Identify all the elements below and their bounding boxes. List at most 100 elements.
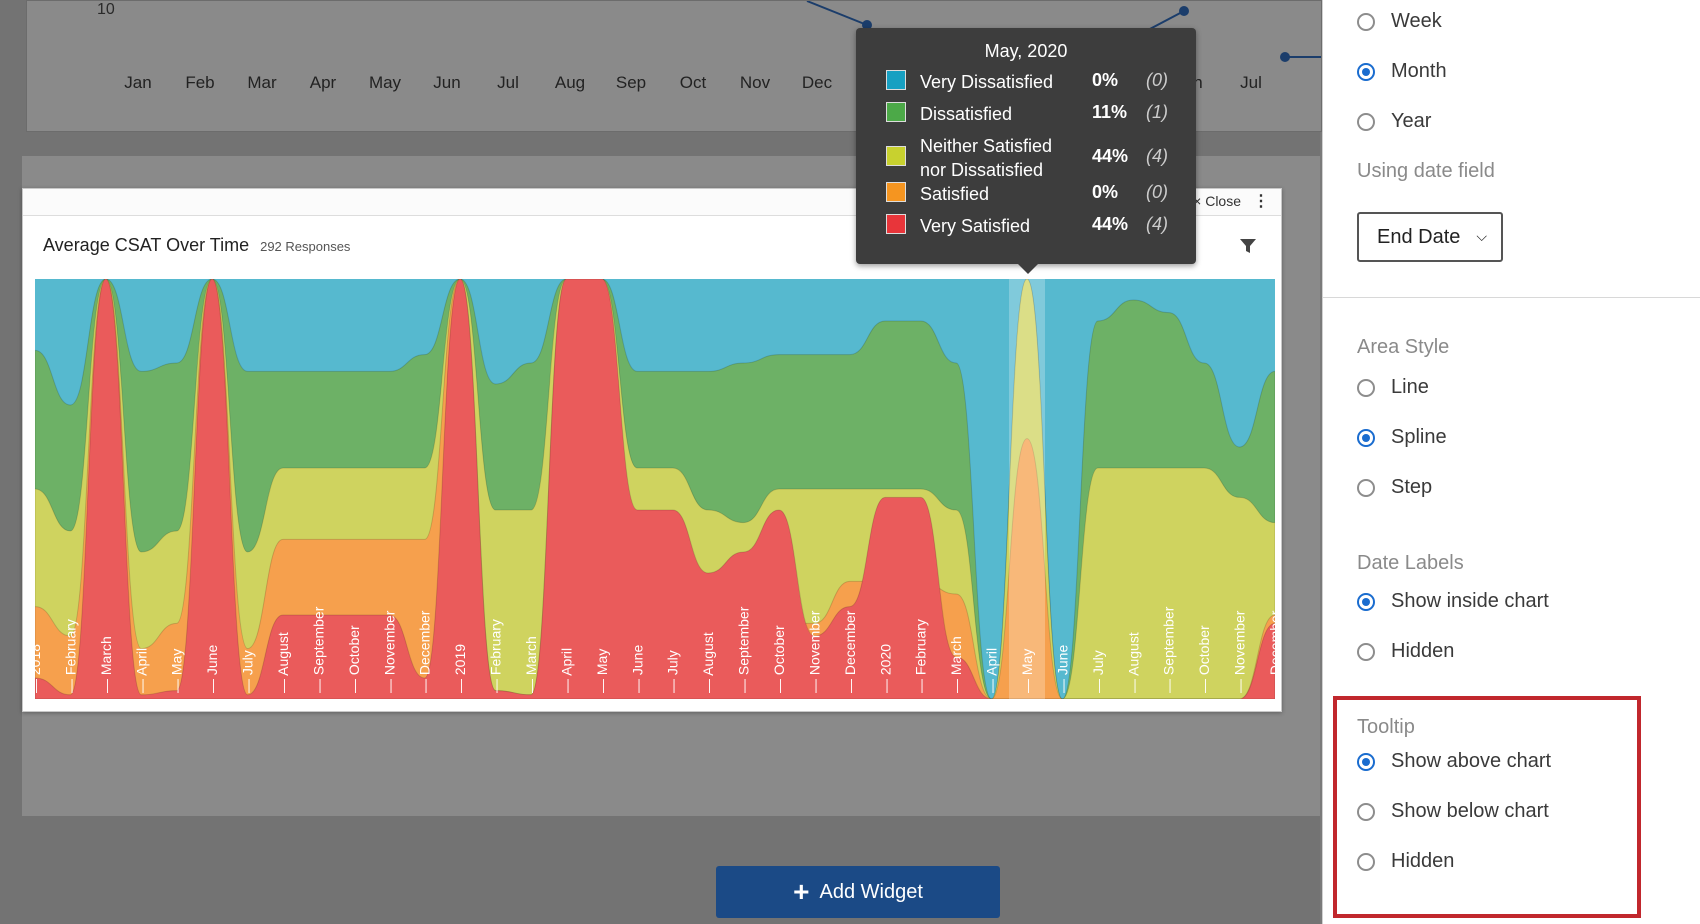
date-label: — August <box>1125 632 1141 693</box>
tooltip-section-highlight <box>1333 696 1641 918</box>
tooltip-series-label: Very Dissatisfied <box>920 72 1054 92</box>
date-label: — October <box>771 625 787 693</box>
radio-label: Show below chart <box>1391 800 1549 822</box>
radio-button[interactable] <box>1357 803 1375 821</box>
date-label: — March <box>948 636 964 693</box>
date-label: — December <box>842 610 858 693</box>
tooltip-count: (0) <box>1146 70 1168 90</box>
date-label: — June <box>204 645 220 693</box>
radio-button[interactable] <box>1357 753 1375 771</box>
date-label: — 2020 <box>877 644 893 693</box>
top-chart-month-label: Feb <box>185 73 215 92</box>
date-label: — April <box>558 648 574 693</box>
legend-swatch <box>886 214 906 234</box>
date-label: — February <box>62 619 78 693</box>
tooltip-series-label: Very Satisfied <box>920 216 1031 236</box>
date-field-select[interactable]: End Date ⌵ <box>1357 212 1503 262</box>
chevron-down-icon: ⌵ <box>1476 228 1487 244</box>
tooltip-count: (0) <box>1146 182 1168 202</box>
radio-button[interactable] <box>1357 643 1375 661</box>
hover-highlight-band <box>1009 279 1045 699</box>
radio-button[interactable] <box>1357 593 1375 611</box>
radio-button[interactable] <box>1357 479 1375 497</box>
date-label: — May <box>1019 649 1035 693</box>
date-label: — September <box>1161 606 1177 693</box>
top-chart-month-label: Aug <box>554 73 586 92</box>
date-label: — September <box>736 606 752 693</box>
date-label: — April <box>133 648 149 693</box>
date-label: — July <box>665 650 681 693</box>
csat-area-chart[interactable]: — 2018 — February — March — April — May — Jun… <box>35 279 1275 699</box>
top-chart-month-label: Dec <box>801 73 833 92</box>
tooltip-title-label: Tooltip <box>1357 716 1415 738</box>
top-chart-month-label: Nov <box>739 73 771 92</box>
tooltip-count: (4) <box>1146 146 1168 166</box>
date-label: — September <box>310 606 326 693</box>
add-widget-label: Add Widget <box>819 881 923 903</box>
top-chart-month-label: Sep <box>615 73 647 92</box>
top-chart-month-label: May <box>368 73 402 92</box>
close-icon: × <box>1193 193 1202 209</box>
close-label: Close <box>1205 193 1241 209</box>
date-label: — February <box>913 619 929 693</box>
radio-label: Show inside chart <box>1391 590 1549 612</box>
date-field-title: Using date field <box>1357 160 1495 182</box>
radio-label: Hidden <box>1391 640 1455 662</box>
date-label: — November <box>381 610 397 693</box>
plus-icon: + <box>793 876 810 907</box>
response-count: 292 Responses <box>260 239 351 254</box>
date-label: — May <box>169 649 185 693</box>
date-label: — March <box>98 636 114 693</box>
top-chart-month-label: Jan <box>124 73 152 92</box>
radio-label: Month <box>1391 60 1447 82</box>
top-chart-month-label: Apr <box>309 73 337 92</box>
radio-button[interactable] <box>1357 429 1375 447</box>
date-label: — April <box>984 648 1000 693</box>
top-chart-month-label: Jul <box>497 73 519 92</box>
date-label: — June <box>629 645 645 693</box>
top-chart-month-label: Jun <box>433 73 461 92</box>
radio-label: Spline <box>1391 426 1447 448</box>
date-label: — May <box>594 649 610 693</box>
chart-tooltip: May, 2020 Very Dissatisfied 0% (0) Dissatis… <box>856 28 1196 274</box>
date-label: — 2019 <box>452 644 468 693</box>
date-field-value: End Date <box>1377 226 1461 248</box>
date-label: — December <box>1267 610 1275 693</box>
radio-label: Hidden <box>1391 850 1455 872</box>
widget-title: Average CSAT Over Time 292 Responses <box>43 235 350 256</box>
date-label: — August <box>275 632 291 693</box>
radio-label: Year <box>1391 110 1432 132</box>
top-chart-y-label: 10 <box>97 1 115 18</box>
radio-button[interactable] <box>1357 113 1375 131</box>
date-label: — August <box>700 632 716 693</box>
tooltip-percent: 0% <box>1092 182 1119 202</box>
tooltip-title: May, 2020 <box>984 41 1068 61</box>
tooltip-percent: 11% <box>1092 102 1128 122</box>
date-label: — November <box>806 610 822 693</box>
radio-button[interactable] <box>1357 13 1375 31</box>
radio-label: Show above chart <box>1391 750 1552 772</box>
tooltip-series-label: Satisfied <box>920 184 990 204</box>
tooltip-percent: 44% <box>1092 146 1129 166</box>
date-label: — October <box>346 625 362 693</box>
close-button[interactable]: × Close <box>1193 193 1241 209</box>
settings-panel: Week Month Year Using date field End Date … <box>1322 0 1700 924</box>
tooltip-count: (1) <box>1146 102 1168 122</box>
date-label: — June <box>1054 645 1070 693</box>
top-chart-month-label: Mar <box>247 73 277 92</box>
more-options-icon[interactable]: ⋮ <box>1253 193 1269 210</box>
radio-label: Line <box>1391 376 1429 398</box>
add-widget-button[interactable]: + Add Widget <box>716 866 1000 918</box>
radio-button[interactable] <box>1357 853 1375 871</box>
date-label: — February <box>488 619 504 693</box>
area-style-title: Area Style <box>1357 336 1450 358</box>
tooltip-series-label: Dissatisfied <box>920 104 1013 124</box>
legend-swatch <box>886 70 906 90</box>
dashboard-area: 10 Jan Feb Mar Apr May Jun Jul Aug Sep Oct Nov Dec J… <box>22 0 1322 918</box>
divider <box>1323 297 1700 298</box>
top-chart-month-label: Oct <box>679 73 707 92</box>
filter-icon[interactable] <box>1239 237 1257 255</box>
radio-button[interactable] <box>1357 379 1375 397</box>
radio-button[interactable] <box>1357 63 1375 81</box>
csat-over-time-widget[interactable]: × Close ⋮ Average CSAT Over Time 292 Res… <box>22 188 1282 712</box>
